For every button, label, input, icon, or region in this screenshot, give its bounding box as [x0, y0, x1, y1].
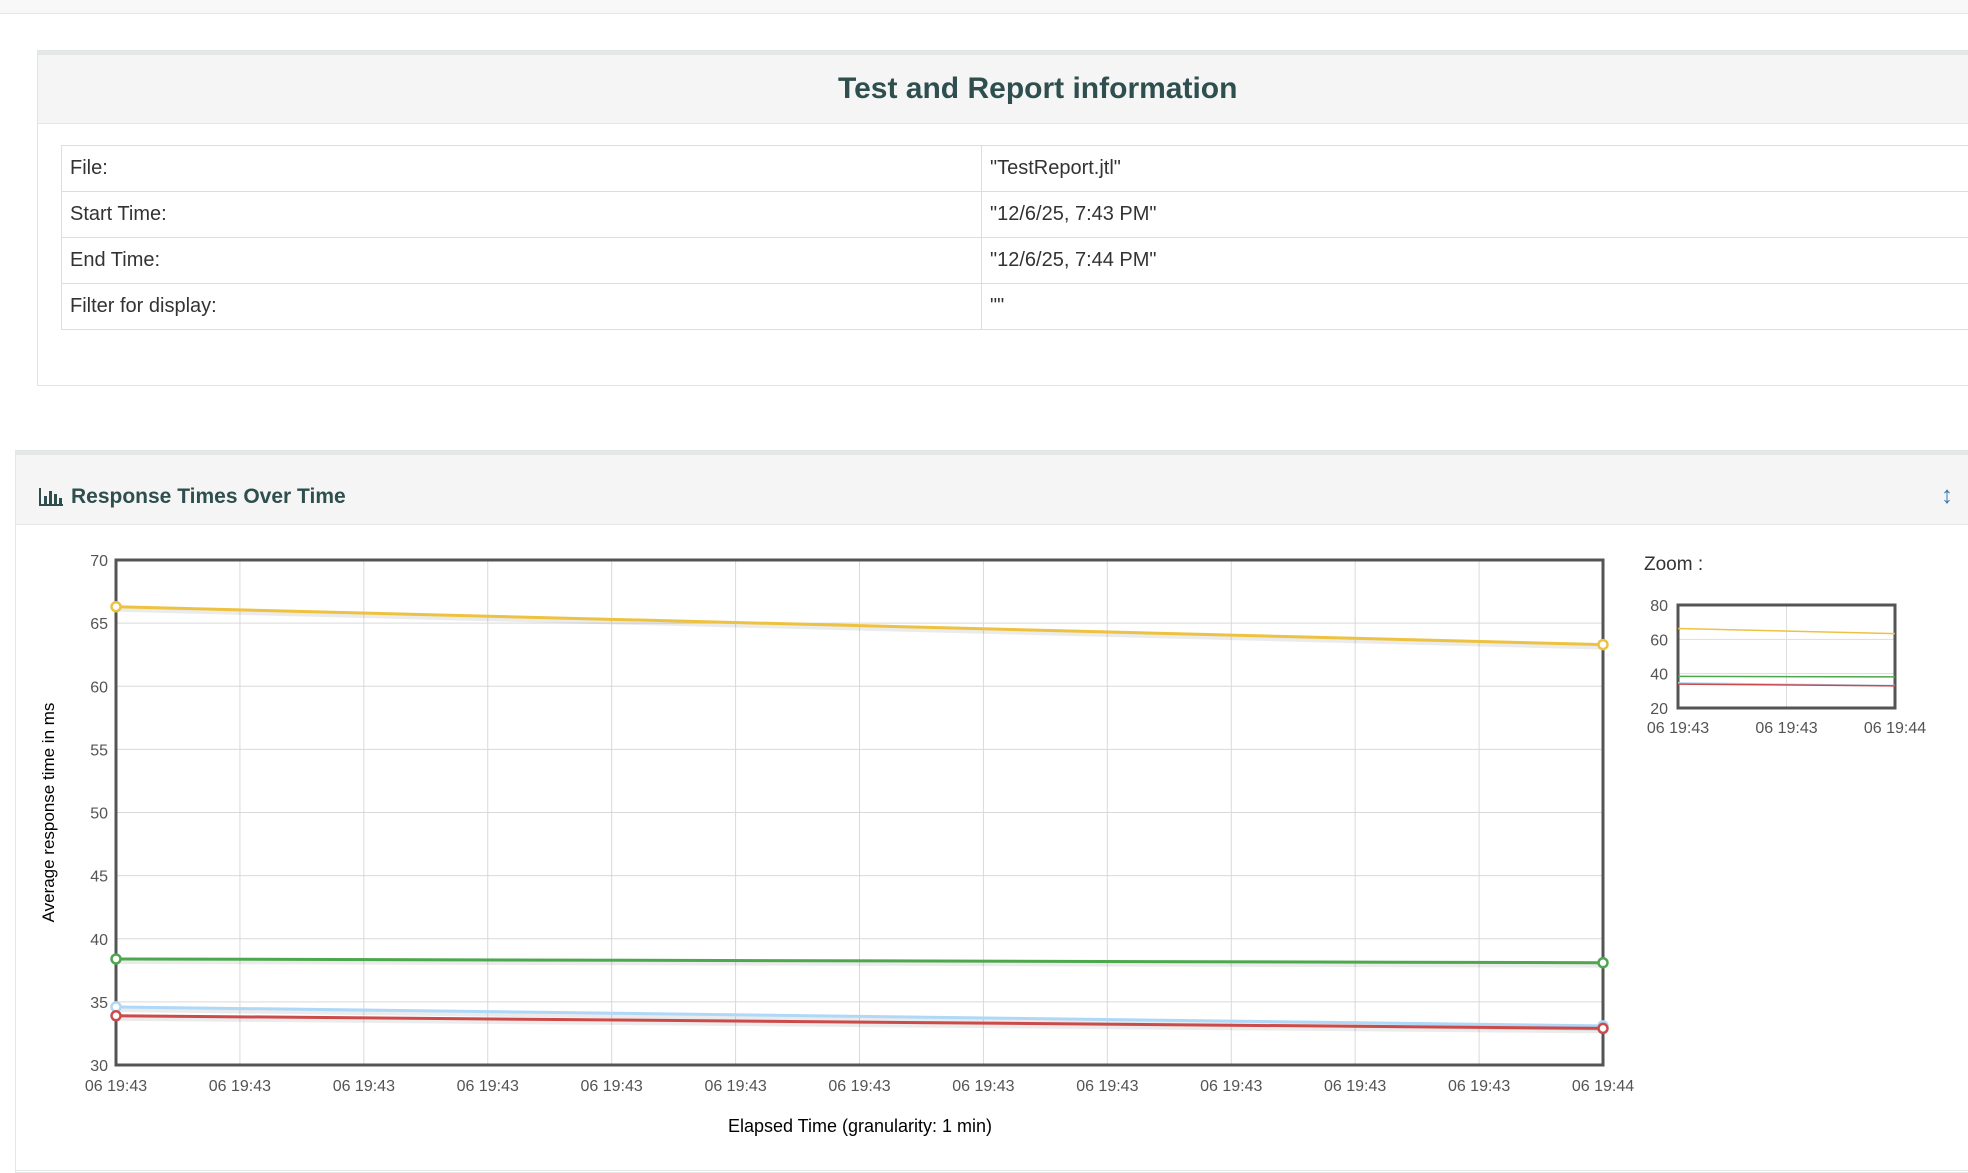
chart-panel-title: Response Times Over Time	[71, 485, 346, 508]
info-table: File: "TestReport.jtl" Start Time: "12/6…	[61, 145, 1968, 330]
info-key: Filter for display:	[61, 283, 982, 330]
top-bar	[0, 0, 1968, 14]
vertical-resize-icon[interactable]: ↕	[1941, 482, 1953, 509]
bar-chart-icon	[39, 488, 63, 506]
info-key: Start Time:	[61, 191, 982, 238]
info-value: "12/6/25, 7:44 PM"	[981, 237, 1968, 284]
test-report-info-panel: Test and Report information File: "TestR…	[37, 50, 1968, 386]
response-times-panel: Response Times Over Time ↕	[15, 450, 1968, 1173]
table-row: Start Time: "12/6/25, 7:43 PM"	[61, 191, 1968, 238]
table-row: End Time: "12/6/25, 7:44 PM"	[61, 237, 1968, 284]
chart-panel-header: Response Times Over Time ↕	[16, 455, 1968, 525]
info-key: End Time:	[61, 237, 982, 284]
info-value: "TestReport.jtl"	[981, 145, 1968, 192]
info-value: "12/6/25, 7:43 PM"	[981, 191, 1968, 238]
table-row: File: "TestReport.jtl"	[61, 145, 1968, 192]
info-panel-title: Test and Report information	[838, 72, 1238, 105]
panel-bottom-border	[15, 1170, 1968, 1171]
table-row: Filter for display: ""	[61, 283, 1968, 330]
info-value: ""	[981, 283, 1968, 330]
info-key: File:	[61, 145, 982, 192]
info-panel-header: Test and Report information	[38, 55, 1968, 124]
